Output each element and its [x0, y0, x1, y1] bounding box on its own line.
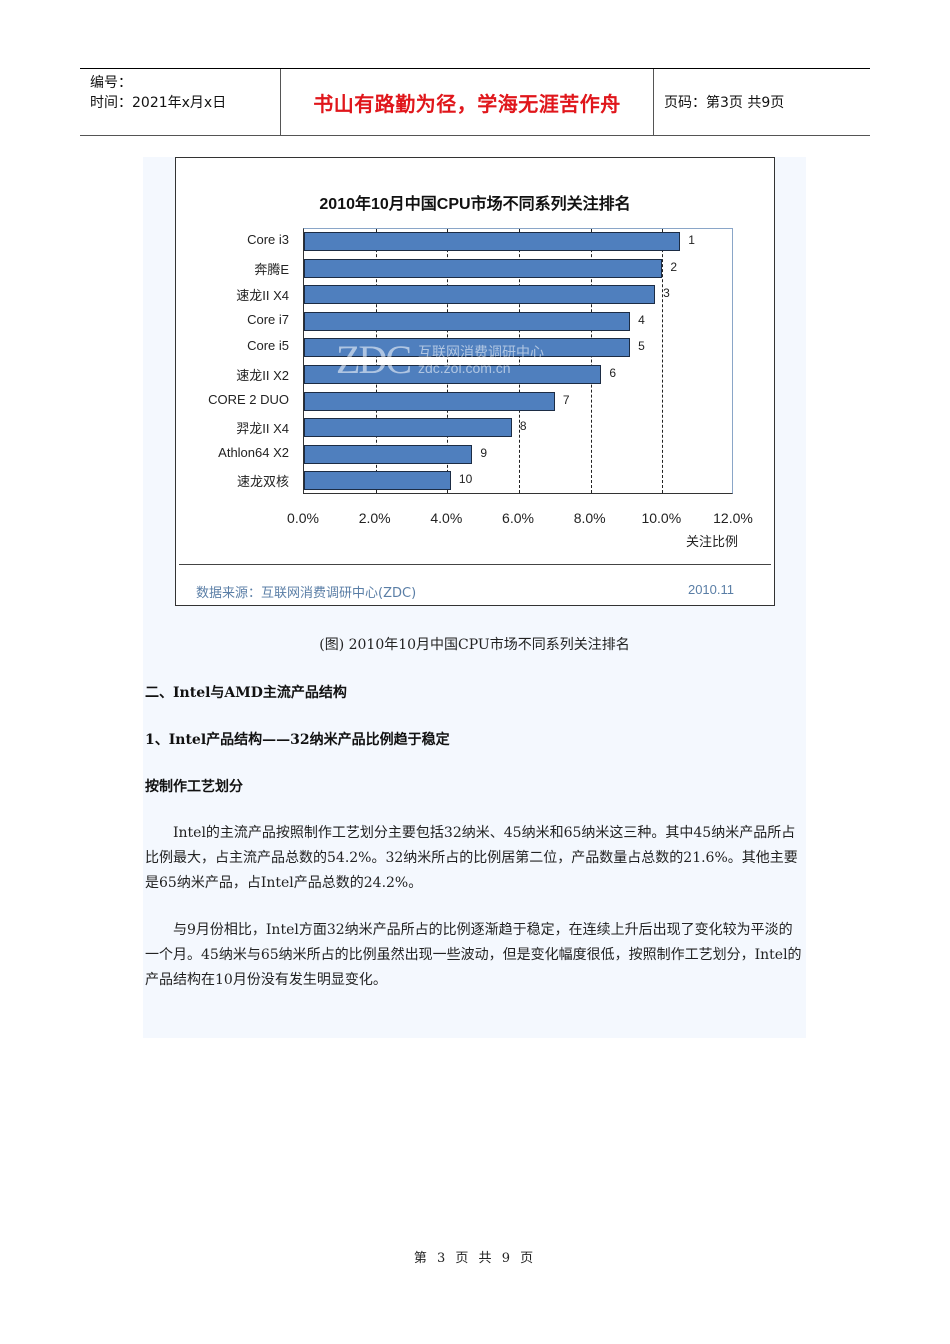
- bar: [304, 365, 602, 384]
- bar-chart: 2010年10月中国CPU市场不同系列关注排名 1 2 3 4 5 6 7 8 9 10 Core…: [175, 157, 775, 606]
- category-label: 速龙II X2: [236, 368, 289, 383]
- category-label: Core i5: [247, 338, 289, 354]
- subsection-heading: 1、Intel产品结构——32纳米产品比例趋于稳定: [145, 732, 450, 748]
- figure-caption: (图) 2010年10月中国CPU市场不同系列关注排名: [319, 637, 630, 653]
- bar-data-label: 9: [480, 445, 488, 460]
- page-footer: 第 3 页 共 9 页: [413, 1251, 537, 1266]
- bar-data-label: 7: [562, 392, 570, 407]
- x-tick-label: 2.0%: [358, 510, 391, 526]
- bar: [304, 471, 451, 491]
- bar-data-label: 4: [638, 312, 645, 327]
- category-label: 羿龙II X4: [236, 421, 289, 437]
- gridline: [375, 229, 377, 493]
- bar-data-label: 1: [688, 233, 695, 247]
- category-label: CORE 2 DUO: [208, 391, 289, 407]
- bar: [304, 232, 681, 251]
- bar-data-label: 5: [638, 339, 645, 354]
- gridline: [590, 229, 592, 493]
- x-tick-label: 10.0%: [641, 510, 682, 526]
- category-label: Core i3: [247, 232, 289, 247]
- gridline: [662, 229, 664, 493]
- category-label: 奔腾E: [254, 261, 289, 277]
- chart-date: 2010.11: [687, 582, 734, 597]
- x-tick-label: 0.0%: [287, 510, 319, 526]
- doc-date-label: 时间：2021年x月x日: [90, 95, 227, 111]
- x-tick-label: 6.0%: [502, 510, 534, 526]
- bar-data-label: 8: [519, 419, 527, 434]
- category-label: Athlon64 X2: [218, 444, 289, 460]
- bar: [304, 311, 631, 331]
- gridline: [519, 229, 520, 493]
- category-label: 速龙双核: [236, 474, 289, 490]
- header-motto: 书山有路勤为径，学海无涯苦作舟: [281, 69, 654, 135]
- plot-area: 1 2 3 4 5 6 7 8 9 10: [303, 228, 733, 494]
- chart-title: 2010年10月中国CPU市场不同系列关注排名: [319, 196, 631, 213]
- category-label: Core i7: [247, 311, 289, 327]
- bar: [304, 391, 555, 411]
- page-header: 编号： 时间：2021年x月x日 书山有路勤为径，学海无涯苦作舟 页码：第3页 …: [80, 68, 870, 136]
- bar: [304, 338, 631, 358]
- chart-source: 数据来源：互联网消费调研中心(ZDC): [196, 586, 417, 601]
- chart-divider: [179, 564, 771, 565]
- bar: [304, 285, 656, 305]
- paragraph: 与9月份相比，Intel方面32纳米产品所占的比例逐渐趋于稳定，在连续上升后出现…: [145, 922, 802, 988]
- doc-number-label: 编号：: [90, 75, 132, 91]
- sub-heading: 按制作工艺划分: [145, 779, 243, 795]
- section-heading: 二、Intel与AMD主流产品结构: [145, 685, 347, 701]
- bar-data-label: 2: [670, 259, 678, 274]
- bar-data-label: 6: [609, 366, 617, 380]
- bar: [304, 444, 473, 464]
- header-meta: 编号： 时间：2021年x月x日: [80, 69, 281, 135]
- gridline: [447, 229, 449, 493]
- bar: [304, 418, 512, 438]
- bar-data-label: 3: [663, 286, 670, 301]
- x-axis-label: 关注比例: [686, 535, 739, 550]
- paragraph: Intel的主流产品按照制作工艺划分主要包括32纳米、45纳米和65纳米这三种。…: [145, 825, 798, 891]
- x-tick-label: 8.0%: [573, 510, 606, 526]
- category-label: 速龙II X4: [236, 288, 289, 304]
- x-tick-label: 4.0%: [430, 510, 463, 526]
- x-tick-label: 12.0%: [713, 510, 753, 526]
- bar: [304, 258, 663, 278]
- bar-data-label: 10: [458, 472, 473, 487]
- header-page-info: 页码：第3页 共9页: [664, 95, 785, 111]
